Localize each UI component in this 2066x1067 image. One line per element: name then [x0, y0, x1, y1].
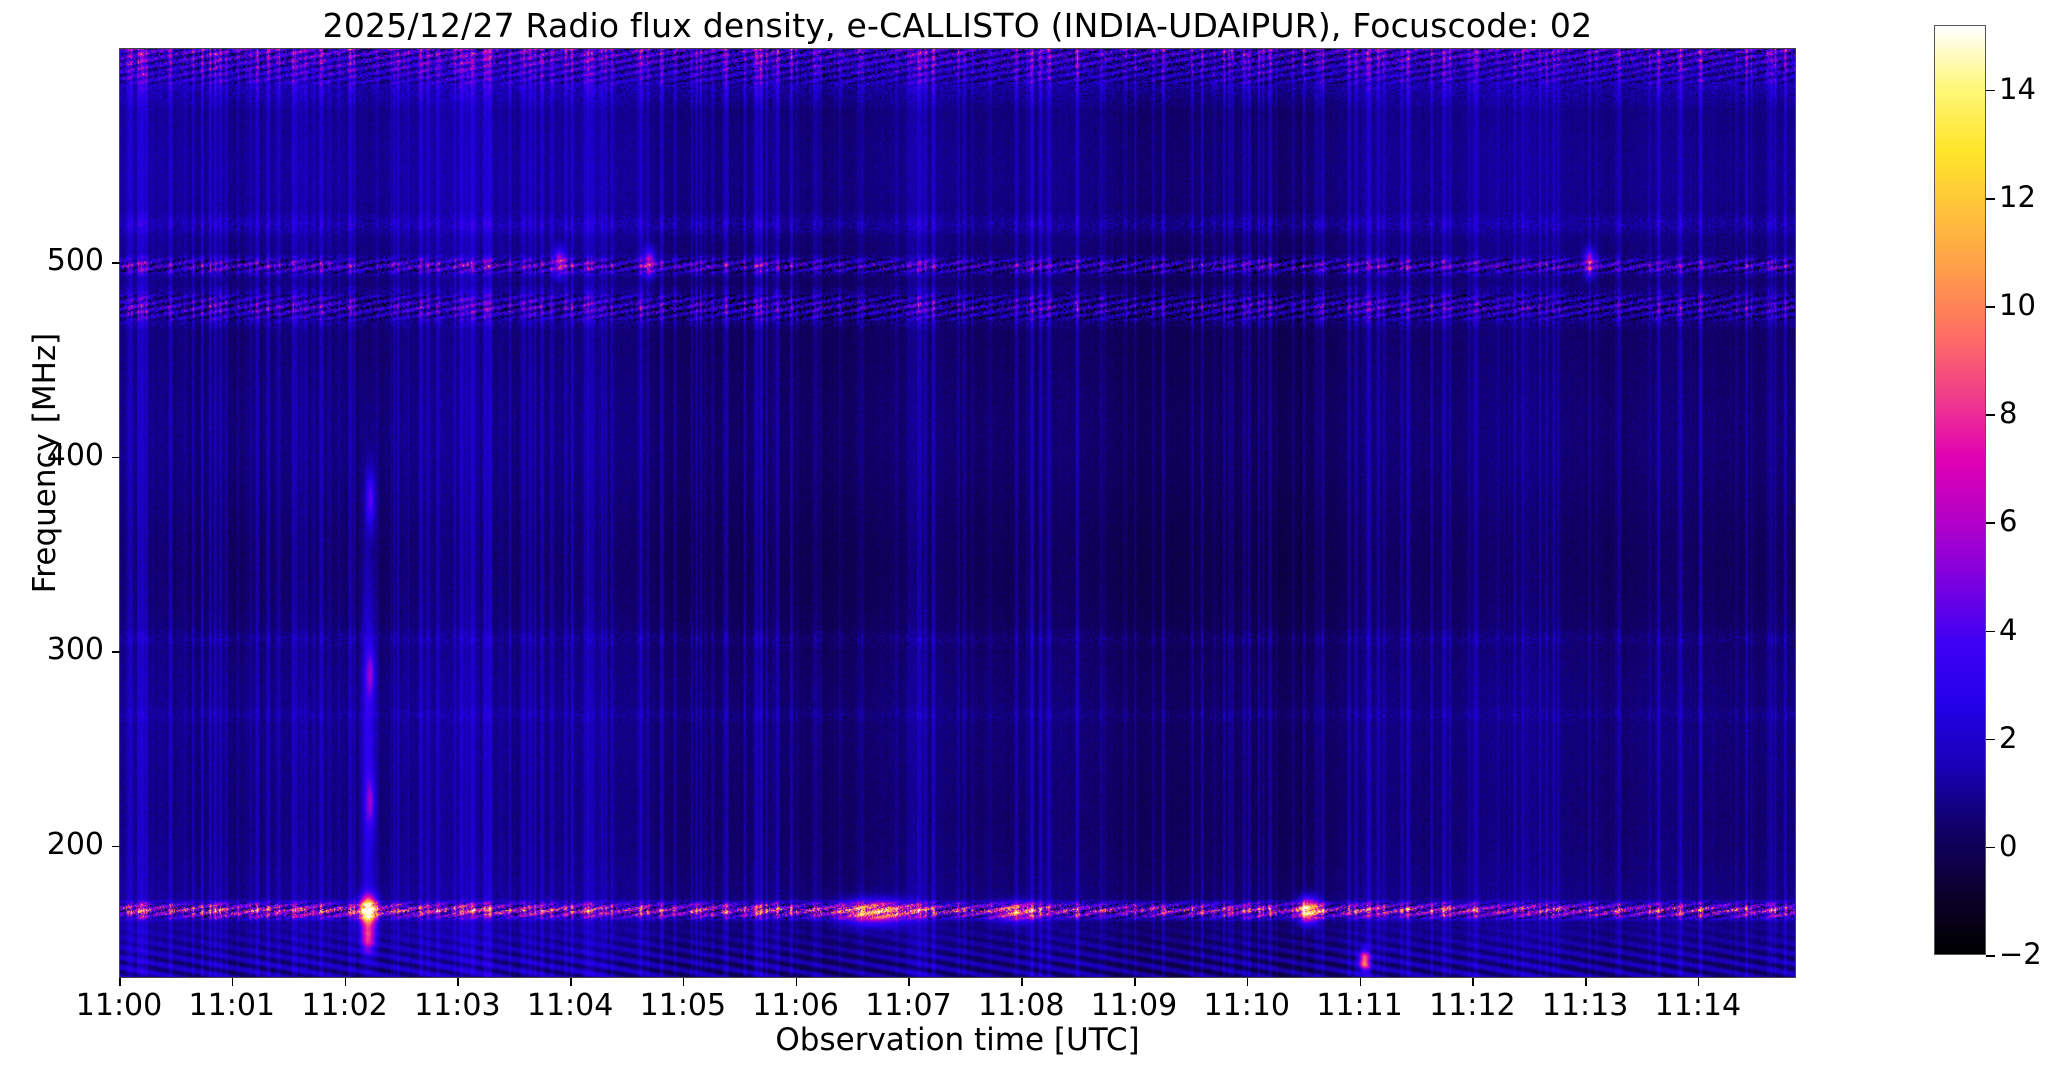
x-tick-label: 11:02 — [301, 988, 388, 1023]
x-tick-label: 11:05 — [639, 988, 727, 1023]
colorbar-tick-label: 2 — [1999, 720, 2018, 755]
x-tick-label: 11:00 — [75, 988, 163, 1023]
y-tick-label: 200 — [46, 826, 104, 862]
x-tick-label: 11:10 — [1203, 988, 1290, 1023]
colorbar-tick-label: 14 — [1999, 71, 2036, 106]
x-axis-label: Observation time [UTC] — [775, 1022, 1140, 1058]
colorbar-tick-label: −2 — [1999, 937, 2042, 971]
x-tick-mark — [1585, 978, 1587, 986]
x-tick-mark — [344, 978, 347, 986]
y-tick-mark — [112, 651, 120, 653]
y-tick-label: 300 — [46, 632, 104, 668]
y-tick-mark — [112, 262, 120, 264]
colorbar-tick-mark — [1986, 306, 1995, 308]
x-tick-mark — [119, 978, 121, 986]
x-tick-label: 11:14 — [1654, 988, 1742, 1023]
x-tick-label: 11:12 — [1429, 988, 1516, 1023]
x-tick-label: 11:09 — [1090, 988, 1178, 1023]
x-tick-label: 11:06 — [752, 988, 839, 1023]
x-tick-mark — [1472, 978, 1474, 986]
x-tick-label: 11:04 — [526, 988, 614, 1023]
colorbar-tick-mark — [1986, 522, 1995, 525]
spectrogram-image — [120, 49, 1795, 977]
x-tick-label: 11:08 — [977, 988, 1065, 1023]
x-tick-mark — [570, 978, 572, 986]
y-tick-label: 500 — [46, 243, 104, 279]
colorbar-tick-label: 4 — [1999, 612, 2018, 647]
x-tick-label: 11:11 — [1316, 988, 1403, 1023]
x-tick-mark — [457, 978, 459, 986]
colorbar-gradient — [1935, 26, 1985, 954]
colorbar-tick-label: 6 — [1999, 504, 2018, 539]
figure-title: 2025/12/27 Radio flux density, e-CALLIST… — [322, 6, 1593, 45]
x-tick-mark — [1359, 978, 1362, 986]
x-tick-mark — [1133, 978, 1136, 986]
x-tick-mark — [795, 978, 798, 986]
y-tick-label: 400 — [46, 437, 104, 473]
y-tick-mark — [112, 845, 120, 848]
colorbar-tick-mark — [1986, 955, 1995, 957]
colorbar-tick-mark — [1986, 89, 1995, 92]
colorbar-tick-label: 10 — [1999, 288, 2036, 323]
x-tick-mark — [908, 978, 911, 986]
y-tick-mark — [112, 456, 120, 459]
colorbar-tick-mark — [1986, 198, 1995, 200]
x-tick-mark — [1697, 978, 1700, 986]
colorbar[interactable] — [1934, 25, 1986, 955]
x-tick-label: 11:07 — [865, 988, 952, 1023]
x-tick-mark — [231, 978, 234, 986]
colorbar-tick-label: 12 — [1999, 180, 2036, 215]
x-tick-label: 11:01 — [188, 988, 275, 1023]
colorbar-tick-mark — [1986, 630, 1995, 633]
spectrogram-plot-area[interactable] — [119, 48, 1796, 978]
colorbar-tick-mark — [1986, 846, 1995, 849]
x-tick-label: 11:03 — [414, 988, 501, 1023]
y-axis-label: Frequency [MHz] — [27, 332, 63, 594]
colorbar-tick-mark — [1986, 414, 1995, 416]
colorbar-tick-label: 8 — [1999, 396, 2018, 431]
colorbar-tick-mark — [1986, 738, 1995, 741]
x-tick-label: 11:13 — [1541, 988, 1629, 1023]
x-tick-mark — [1021, 978, 1023, 986]
x-tick-mark — [682, 978, 685, 986]
colorbar-tick-label: 0 — [1999, 828, 2018, 863]
x-tick-mark — [1246, 978, 1249, 986]
